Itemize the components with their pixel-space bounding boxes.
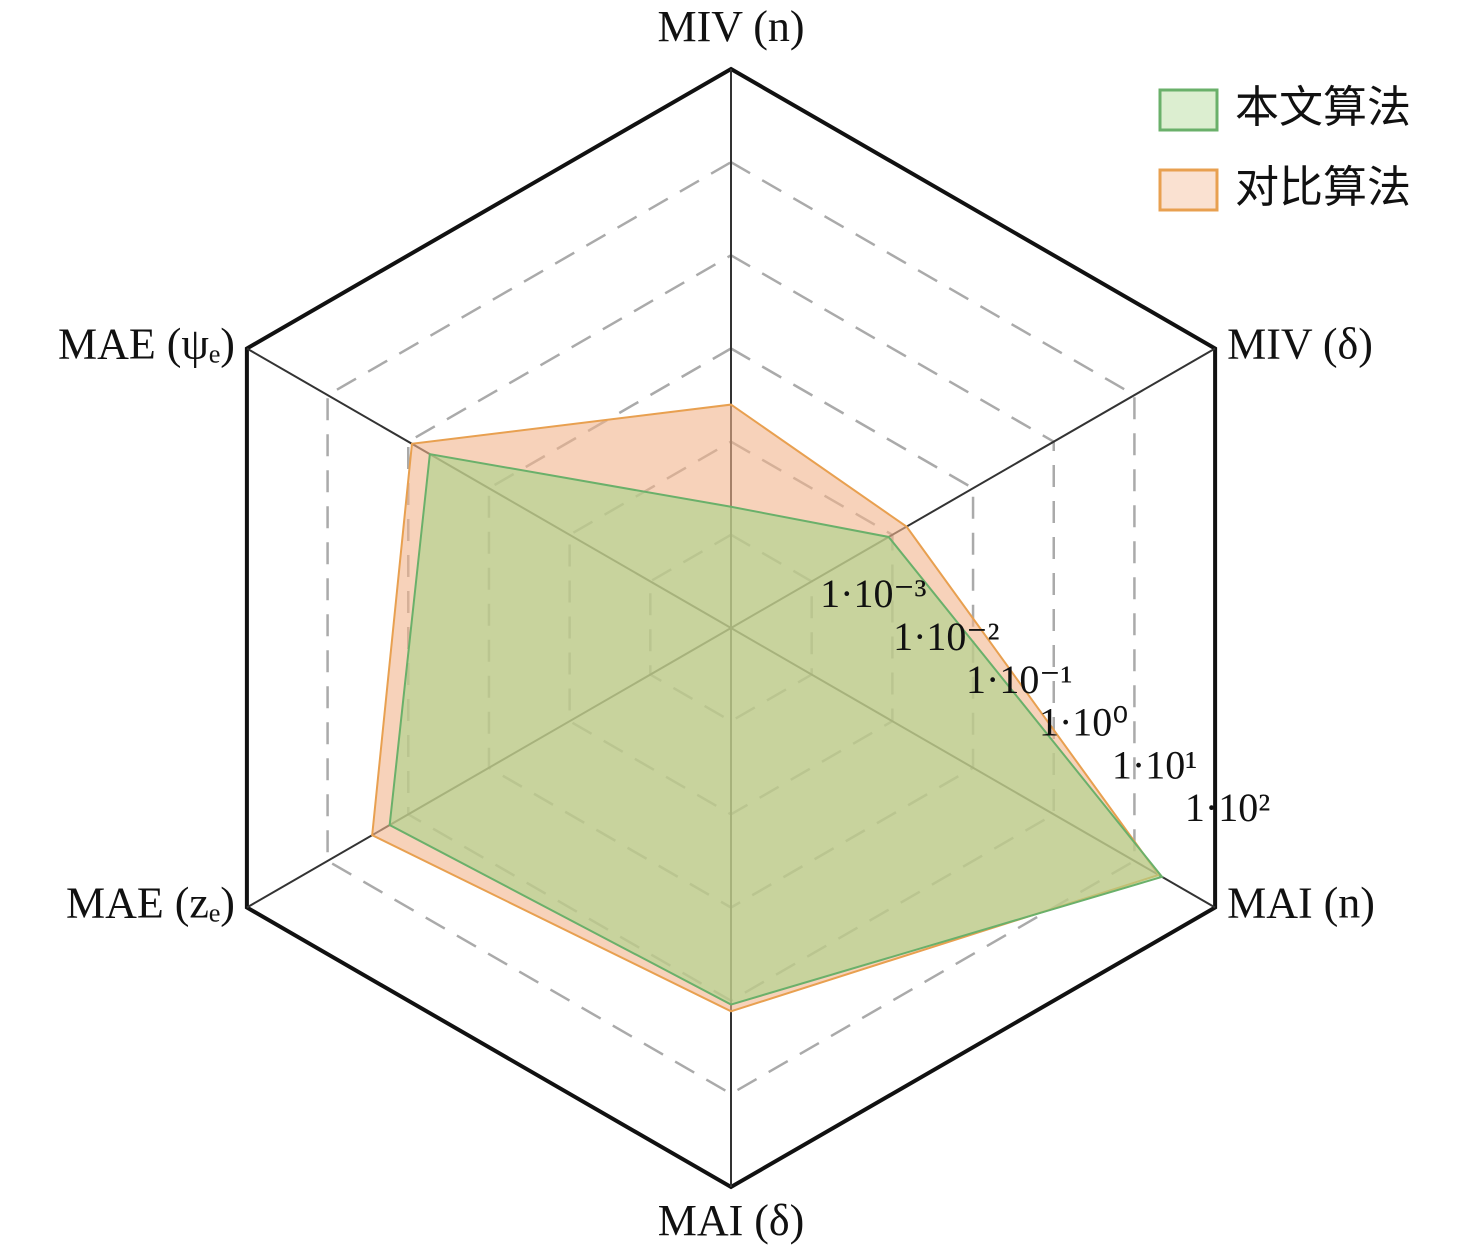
axis-label: MAE (ψₑ) <box>58 320 235 369</box>
axis-label: MAI (n) <box>1227 879 1375 928</box>
axis-label: MIV (δ) <box>1227 320 1373 369</box>
legend-swatch <box>1158 88 1219 132</box>
legend-label: 对比算法 <box>1235 163 1411 212</box>
r-tick-label: 1·10⁻¹ <box>966 657 1072 702</box>
r-tick-label: 1·10⁻³ <box>820 571 926 616</box>
axis-label: MIV (n) <box>657 2 804 51</box>
r-tick-label: 1·10¹ <box>1112 742 1197 787</box>
r-tick-label: 1·10⁻² <box>893 614 999 659</box>
r-tick-label: 1·10² <box>1185 785 1270 830</box>
axis-label: MAE (zₑ) <box>66 879 235 928</box>
r-tick-label: 1·10⁰ <box>1039 700 1128 745</box>
axis-label: MAI (δ) <box>658 1196 805 1245</box>
legend-label: 本文算法 <box>1235 83 1411 132</box>
series-area <box>388 452 1164 1006</box>
legend-swatch <box>1158 168 1219 212</box>
